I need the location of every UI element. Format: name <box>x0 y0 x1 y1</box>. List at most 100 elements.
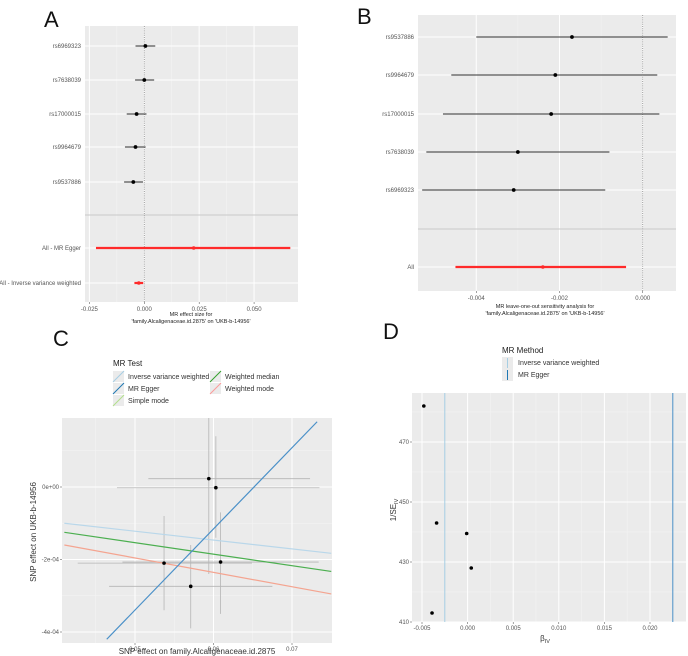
point-rs17000015 <box>549 112 554 116</box>
x-tick-label: 0.06 <box>208 647 220 653</box>
x-axis-label-d: βIV <box>540 634 550 645</box>
y-tick-label: 430 <box>399 560 410 566</box>
x-tick-label: 0.050 <box>247 307 263 313</box>
legend-key-line-inverse-variance-weighted <box>112 370 125 383</box>
x-tick-label: 0.020 <box>642 626 658 632</box>
snp-point <box>162 561 166 565</box>
legend-title-d: MR Method <box>502 346 543 355</box>
row-label-rs9537886: rs9537886 <box>53 180 82 186</box>
x-tick-label: 0.000 <box>635 296 651 302</box>
legend-title-c: MR Test <box>113 359 143 368</box>
row-label-rs9964679: rs9964679 <box>53 145 82 151</box>
ticks-c: 0.05 0.06 0.07 0e+00 -2e-04 -4e-04 <box>42 485 299 653</box>
grid-c <box>62 418 332 643</box>
ticks-b: -0.004 -0.002 0.000 rs9537886 rs9964679 rs170… <box>382 35 651 302</box>
row-label-rs7638039: rs7638039 <box>53 78 82 84</box>
y-axis-label-c: SNP effect on UKB-b-14956 <box>29 482 38 582</box>
x-tick-label: -0.004 <box>468 296 486 302</box>
panel-label-d: D <box>383 319 399 344</box>
point-rs9537886 <box>131 180 136 184</box>
legend-key-line-weighted-median <box>209 370 222 383</box>
row-label-rs6969323: rs6969323 <box>386 188 415 194</box>
row-label-all-inverse-variance-weighted: All - Inverse variance weighted <box>0 281 81 287</box>
y-tick-label: 450 <box>399 500 410 506</box>
plot-background-b <box>418 15 676 291</box>
y-tick-label: 470 <box>399 440 410 446</box>
point-all-inverse-variance-weighted <box>136 281 141 285</box>
panel-label-b: B <box>357 4 372 29</box>
ticks-d: -0.005 0.000 0.005 0.010 0.015 0.020 410 430 450… <box>399 440 658 632</box>
point-rs6969323 <box>511 188 516 192</box>
marks-a <box>95 44 291 285</box>
panel-label-a: A <box>44 7 59 32</box>
regression-line-weighted-mode <box>64 544 332 595</box>
snp-point <box>188 584 193 589</box>
x-tick-label: 0.010 <box>551 626 567 632</box>
x-tick-label: 0.000 <box>137 307 153 313</box>
plot-background-a <box>85 26 298 302</box>
legend-label-weighted-median: Weighted median <box>225 374 279 381</box>
legend-label-mr-egger: MR Egger <box>518 372 550 379</box>
point-rs7638039 <box>515 150 520 154</box>
row-label-rs17000015: rs17000015 <box>49 112 81 118</box>
marks-d <box>422 393 674 622</box>
legend-d: MR Method Inverse variance weighted MR Eg… <box>502 346 599 381</box>
x-axis-label-a-line1: MR effect size for <box>170 312 213 318</box>
y-tick-label: -2e-04 <box>42 558 60 564</box>
x-tick-label: 0.025 <box>192 307 208 313</box>
y-tick-label: -4e-04 <box>42 630 60 636</box>
legend-key-line-simple-mode <box>112 394 125 407</box>
panel-a: A -0.025 0.000 0.025 0.050 rs6969323 rs763803… <box>0 7 298 325</box>
y-axis-label-d: 1/SEIV <box>389 498 400 521</box>
plot-background-d <box>412 393 686 622</box>
y-tick-label: 410 <box>399 620 410 626</box>
legend-label-inverse-variance-weighted: Inverse variance weighted <box>518 360 599 367</box>
panel-d: D MR Method Inverse variance weightedMR … <box>383 319 686 645</box>
snp-point <box>206 476 211 481</box>
x-tick-label: -0.025 <box>81 307 99 313</box>
row-label-all-mr-egger: All - MR Egger <box>42 246 81 252</box>
legend-label-mr-egger: MR Egger <box>128 386 160 393</box>
legend-label-weighted-mode: Weighted mode <box>225 386 274 393</box>
legend-label-simple-mode: Simple mode <box>128 398 169 405</box>
x-axis-label-c: SNP effect on family.Alcaligenaceae.id.2… <box>119 647 276 656</box>
point-rs9964679 <box>553 73 558 77</box>
x-tick-label: 0.000 <box>460 626 476 632</box>
x-tick-label: 0.005 <box>506 626 522 632</box>
x-tick-label: 0.05 <box>129 647 141 653</box>
x-axis-label-b-line1: MR leave-one-out sensitivity analysis fo… <box>496 304 595 310</box>
y-tick-label: 0e+00 <box>42 485 60 491</box>
regression-line-mr-egger <box>106 421 318 640</box>
snp-point <box>434 521 439 525</box>
legend-label-inverse-variance-weighted: Inverse variance weighted <box>128 374 209 381</box>
x-tick-label: 0.07 <box>286 647 298 653</box>
point-all-mr-egger <box>191 246 196 250</box>
panel-b: B -0.004 -0.002 0.000 rs9537886 rs9964679 rs1… <box>357 4 676 317</box>
panel-c: C MR Test Inverse variance weighted MR Eg… <box>29 326 332 656</box>
point-rs17000015 <box>134 112 139 116</box>
x-axis-label-b-line2: 'family.Alcaligenaceae.id.2875' on 'UKB-… <box>485 311 604 317</box>
snp-point <box>430 611 434 615</box>
regression-line-weighted-median <box>64 531 332 573</box>
row-label-rs7638039: rs7638039 <box>386 150 415 156</box>
ticks-a: -0.025 0.000 0.025 0.050 rs6969323 rs7638039 r… <box>0 44 262 313</box>
snp-point <box>214 485 218 490</box>
plot-background-c <box>62 418 332 643</box>
x-tick-label: -0.005 <box>413 626 431 632</box>
x-tick-label: -0.002 <box>551 296 569 302</box>
panel-label-c: C <box>53 326 69 351</box>
marks-c <box>64 418 332 640</box>
snp-point <box>464 531 469 536</box>
point-all <box>541 265 545 269</box>
snp-point <box>422 404 426 408</box>
legend-key-line-mr-egger <box>112 382 125 395</box>
regression-line-inverse-variance-weighted <box>64 522 332 554</box>
point-rs7638039 <box>142 78 147 82</box>
point-rs9964679 <box>133 145 138 149</box>
legend-key-line-weighted-mode <box>209 382 222 395</box>
row-label-rs17000015: rs17000015 <box>382 112 414 118</box>
snp-point <box>218 560 223 564</box>
row-label-rs6969323: rs6969323 <box>53 44 82 50</box>
grid-a <box>85 26 298 302</box>
